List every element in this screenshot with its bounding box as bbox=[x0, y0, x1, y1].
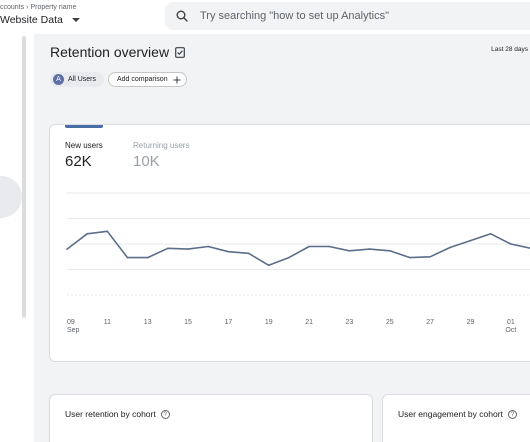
property-selector[interactable]: Website Data bbox=[0, 14, 80, 26]
breadcrumb-separator: › bbox=[26, 4, 29, 11]
help-icon[interactable]: ? bbox=[160, 409, 170, 419]
navigation-scrollbar[interactable] bbox=[22, 36, 26, 318]
x-tick-label: 11 bbox=[104, 319, 111, 326]
breadcrumb-accounts[interactable]: ccounts bbox=[0, 4, 25, 11]
data-point bbox=[106, 230, 109, 233]
data-point bbox=[308, 245, 310, 248]
user-engagement-title: User engagement by cohort ? bbox=[398, 409, 517, 419]
x-tick-label: 19 bbox=[265, 319, 273, 326]
data-point bbox=[146, 256, 149, 259]
data-point bbox=[510, 243, 512, 245]
new-users-tab-label[interactable]: New users bbox=[65, 141, 103, 150]
top-bar: ccounts › Property name Website Data bbox=[0, 0, 530, 34]
x-tick-label: 21 bbox=[305, 319, 313, 326]
user-engagement-title-text: User engagement by cohort bbox=[398, 409, 503, 419]
comparison-chip-label: All Users bbox=[68, 76, 97, 83]
search-icon bbox=[176, 10, 188, 22]
data-point bbox=[449, 246, 452, 249]
retention-chart-card: New users 62K Returning users 10K 09 Sep 1… bbox=[49, 124, 530, 362]
series-line bbox=[66, 230, 530, 267]
data-point bbox=[288, 256, 290, 259]
add-comparison-button[interactable]: Add comparison bbox=[108, 72, 187, 87]
data-point bbox=[368, 248, 371, 250]
page-title-text: Retention overview bbox=[50, 44, 170, 60]
x-tick-month-label: Oct bbox=[505, 327, 516, 334]
new-users-value: 62K bbox=[65, 153, 92, 170]
search-input[interactable] bbox=[198, 9, 502, 23]
data-point bbox=[489, 233, 492, 235]
active-tab-indicator bbox=[65, 125, 103, 128]
data-point bbox=[167, 247, 169, 250]
data-point bbox=[328, 245, 331, 248]
returning-users-value: 10K bbox=[133, 153, 160, 170]
data-point bbox=[66, 248, 68, 250]
data-point bbox=[469, 239, 472, 242]
breadcrumb[interactable]: ccounts › Property name bbox=[0, 4, 76, 11]
data-point bbox=[348, 250, 351, 252]
data-point bbox=[187, 248, 189, 250]
comparison-chip-all-users[interactable]: A All Users bbox=[50, 72, 105, 87]
x-tick-label: 23 bbox=[346, 319, 354, 326]
breadcrumb-property-name[interactable]: Property name bbox=[30, 4, 77, 11]
date-range-label[interactable]: Last 28 days bbox=[491, 46, 528, 53]
data-point bbox=[207, 245, 210, 248]
x-tick-label: 13 bbox=[144, 319, 152, 326]
data-point bbox=[409, 256, 411, 259]
x-tick-label: 15 bbox=[184, 319, 192, 326]
report-status-icon[interactable] bbox=[175, 46, 185, 58]
search-bar[interactable] bbox=[165, 2, 530, 30]
x-tick-label: 09 bbox=[67, 319, 75, 326]
user-retention-title-text: User retention by cohort bbox=[65, 409, 156, 419]
page-title: Retention overview bbox=[50, 44, 185, 60]
user-retention-title: User retention by cohort ? bbox=[65, 409, 170, 419]
user-retention-card: User retention by cohort ? bbox=[49, 394, 373, 442]
x-tick-label: 01 bbox=[507, 319, 515, 326]
data-point bbox=[227, 250, 230, 253]
help-icon[interactable]: ? bbox=[507, 409, 517, 419]
data-point bbox=[247, 252, 250, 255]
x-tick-month-label: Sep bbox=[67, 327, 80, 334]
x-tick-label: 17 bbox=[224, 319, 232, 326]
plus-icon bbox=[173, 76, 181, 83]
add-comparison-label: Add comparison bbox=[117, 76, 168, 83]
nav-active-item[interactable] bbox=[0, 176, 22, 218]
data-point bbox=[126, 256, 129, 259]
x-tick-label: 29 bbox=[467, 319, 475, 326]
returning-users-tab-label[interactable]: Returning users bbox=[133, 141, 190, 150]
dropdown-arrow-icon bbox=[71, 18, 80, 22]
data-point bbox=[86, 233, 88, 235]
segment-avatar: A bbox=[53, 74, 64, 85]
property-name: Website Data bbox=[0, 14, 63, 26]
data-point bbox=[388, 250, 391, 252]
data-point bbox=[267, 264, 270, 267]
x-tick-label: 25 bbox=[386, 319, 394, 326]
user-engagement-card: User engagement by cohort ? bbox=[382, 394, 530, 442]
data-point bbox=[429, 255, 431, 258]
x-tick-label: 27 bbox=[426, 319, 434, 326]
